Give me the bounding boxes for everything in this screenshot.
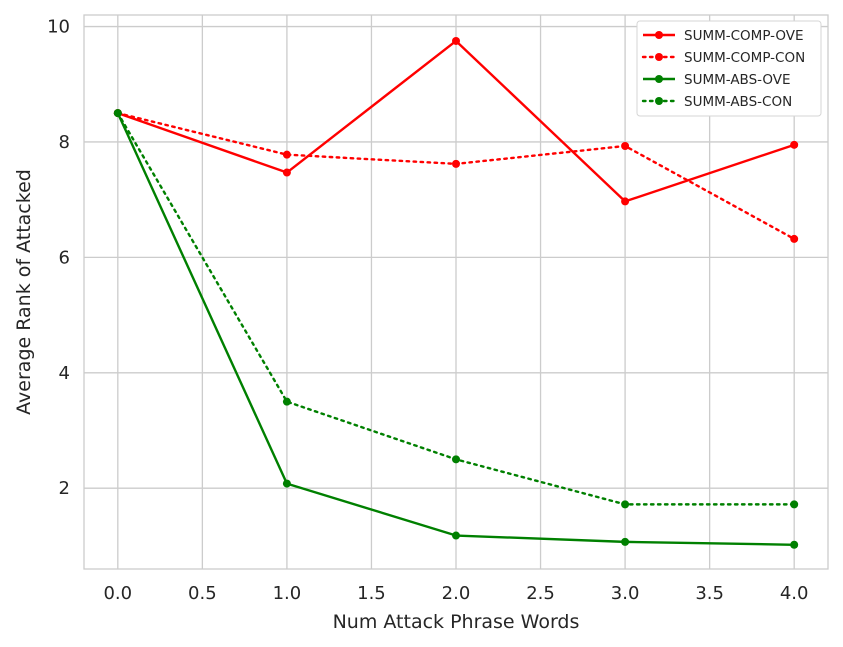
y-tick-labels: 2 4 6 8 10 [47,17,70,500]
legend-marker [655,97,663,105]
data-point [282,397,291,406]
legend-entries: SUMM-COMP-OVE SUMM-COMP-CON SUMM-ABS-OVE SU… [641,28,805,110]
data-point [282,150,291,159]
x-tick-label: 2.5 [526,583,555,604]
legend-label: SUMM-COMP-OVE [684,28,804,44]
data-point [790,234,799,243]
legend-label: SUMM-ABS-CON [684,94,792,110]
data-point [452,455,460,464]
legend-marker [655,31,663,39]
data-point [790,500,799,509]
y-tick-label: 6 [59,247,70,268]
data-point [790,540,799,549]
legend-box [636,20,822,117]
x-tick-label: 2.0 [442,583,471,604]
x-tick-label: 3.0 [611,583,640,604]
y-axis-label: Average Rank of Attacked [13,169,35,415]
legend-marker [655,75,663,83]
x-tick-label: 0.0 [103,583,132,604]
data-point [790,140,799,149]
data-point [621,141,630,150]
legend: SUMM-COMP-OVE SUMM-COMP-CON SUMM-ABS-OVE SU… [636,20,822,117]
data-point [452,159,460,168]
legend-label: SUMM-ABS-OVE [684,72,791,88]
x-axis-label: Num Attack Phrase Words [333,611,580,633]
data-point [621,537,630,546]
data-point [113,109,122,118]
x-tick-label: 1.5 [357,583,386,604]
legend-marker [655,53,663,61]
data-point [452,36,460,45]
x-tick-labels: 0.0 0.5 1.0 1.5 2.0 2.5 3.0 3.5 4.0 [103,583,808,604]
x-tick-label: 1.0 [273,583,302,604]
y-tick-label: 8 [59,132,70,153]
data-point [621,197,630,206]
data-point [282,479,291,488]
plot-frame [83,14,829,570]
data-point [621,500,630,509]
series-group [113,36,799,549]
data-point [282,168,291,177]
legend-label: SUMM-COMP-CON [684,50,805,66]
x-tick-label: 0.5 [188,583,217,604]
data-point [452,531,460,540]
x-tick-label: 4.0 [780,583,809,604]
y-tick-label: 10 [47,17,70,38]
x-tick-label: 3.5 [695,583,724,604]
y-tick-label: 4 [59,363,70,384]
y-tick-label: 2 [59,478,70,499]
